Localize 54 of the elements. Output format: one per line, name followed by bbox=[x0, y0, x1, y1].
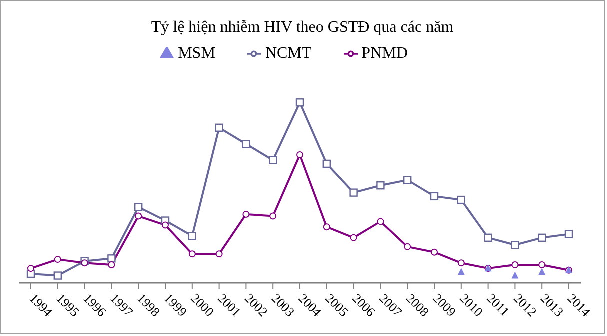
point bbox=[377, 218, 384, 226]
point bbox=[404, 243, 412, 250]
point bbox=[108, 261, 116, 268]
point bbox=[188, 232, 196, 240]
point bbox=[457, 196, 466, 204]
point bbox=[458, 268, 465, 276]
point bbox=[81, 260, 88, 267]
point bbox=[296, 98, 304, 107]
point bbox=[512, 261, 519, 268]
point bbox=[269, 156, 278, 164]
point bbox=[28, 265, 34, 272]
chart-title: Tỷ lệ hiện nhiễm HIV theo GSTĐ qua các năm bbox=[150, 19, 455, 37]
point bbox=[323, 224, 330, 231]
x-tick-label: 1997 bbox=[107, 290, 137, 320]
point bbox=[134, 203, 143, 212]
point bbox=[538, 234, 546, 242]
point bbox=[242, 140, 250, 148]
point bbox=[350, 234, 358, 242]
x-tick-label: 1994 bbox=[26, 290, 56, 320]
point bbox=[458, 260, 465, 267]
point bbox=[216, 250, 223, 258]
point bbox=[431, 248, 438, 256]
point bbox=[564, 230, 574, 238]
point bbox=[484, 234, 492, 242]
point bbox=[512, 272, 519, 279]
point bbox=[404, 176, 412, 184]
x-tick-label: 1995 bbox=[54, 290, 83, 320]
point bbox=[350, 188, 358, 197]
point bbox=[162, 222, 169, 229]
x-tick-label: 2010 bbox=[457, 290, 486, 320]
x-tick-label: 1998 bbox=[134, 290, 164, 320]
legend-label: MSM bbox=[178, 45, 216, 62]
point bbox=[538, 261, 546, 268]
x-tick-label: 1996 bbox=[80, 290, 110, 320]
x-tick-label: 2009 bbox=[430, 290, 460, 320]
point bbox=[296, 151, 304, 158]
x-tick-label: 1999 bbox=[161, 290, 190, 320]
point bbox=[188, 250, 196, 258]
point bbox=[215, 124, 224, 132]
legend-label: PNMD bbox=[362, 45, 408, 62]
legend-label: NCMT bbox=[265, 45, 312, 62]
point bbox=[511, 241, 520, 250]
point bbox=[376, 182, 385, 190]
point bbox=[54, 256, 62, 264]
point bbox=[538, 268, 546, 276]
point bbox=[430, 192, 439, 201]
point bbox=[135, 212, 142, 220]
point bbox=[242, 210, 250, 218]
point bbox=[54, 272, 62, 280]
point bbox=[322, 160, 331, 168]
point bbox=[108, 254, 116, 263]
x-tick-label: 2000 bbox=[188, 290, 218, 320]
point bbox=[270, 212, 277, 220]
x-tick-label: 2007 bbox=[376, 290, 406, 320]
